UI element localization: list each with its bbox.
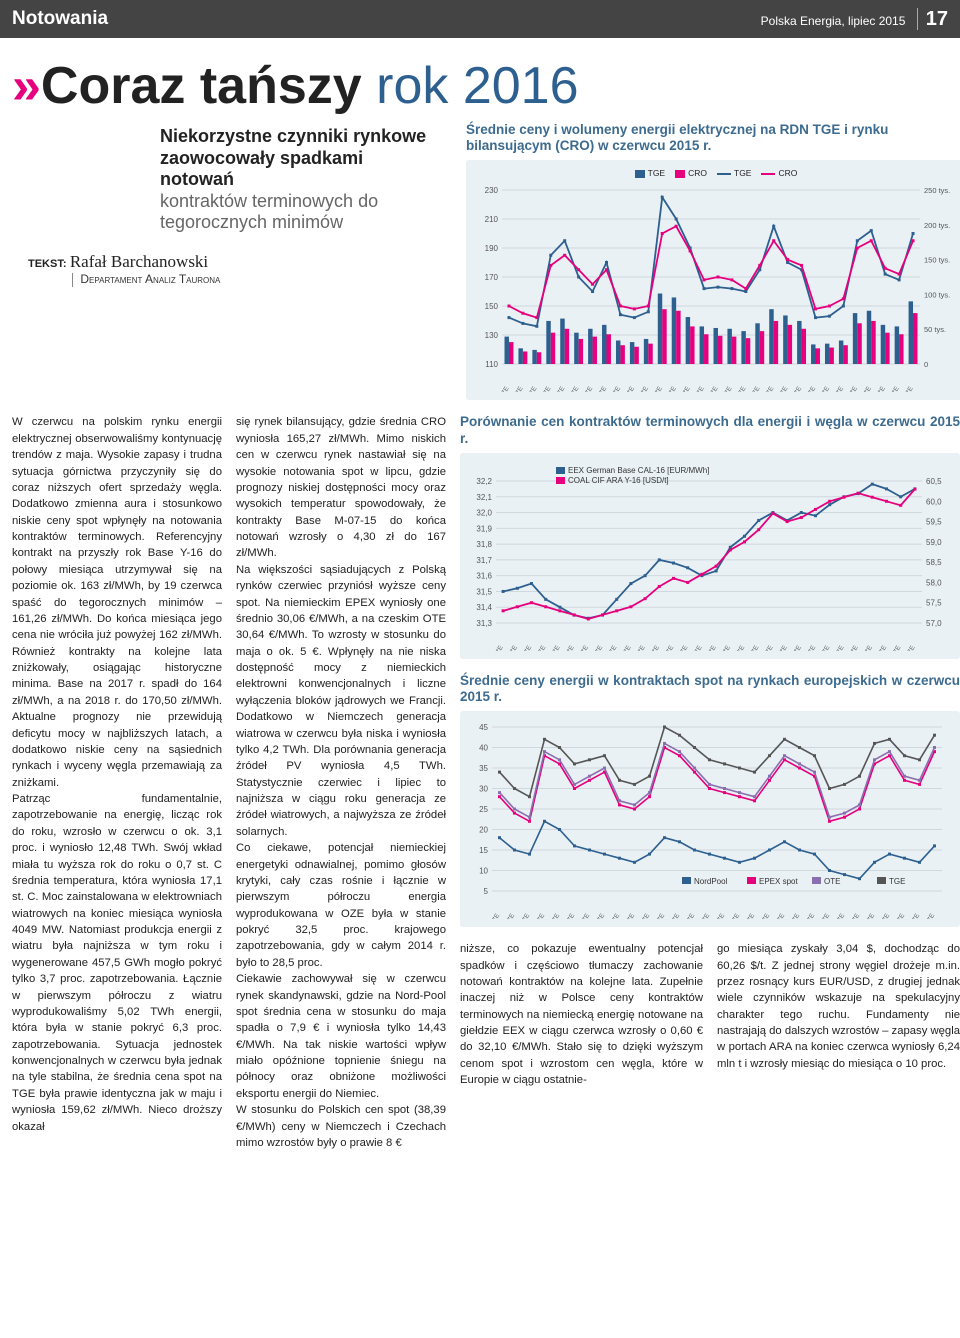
- svg-text:EPEX spot: EPEX spot: [759, 877, 798, 886]
- bottom-col-1: niższe, co pokazuje ewentualny potencjał…: [460, 941, 703, 1088]
- subhead-bold: Niekorzystne czynniki rynkowe zaowocował…: [160, 126, 438, 191]
- svg-text:30: 30: [479, 785, 488, 794]
- svg-text:45: 45: [479, 723, 488, 732]
- svg-text:130: 130: [485, 331, 499, 340]
- svg-text:35: 35: [479, 764, 488, 773]
- svg-text:40: 40: [479, 744, 488, 753]
- svg-text:50 tys.: 50 tys.: [924, 326, 946, 335]
- svg-text:15: 15: [479, 846, 488, 855]
- subhead-light: kontraktów terminowych do tegorocznych m…: [160, 191, 438, 234]
- svg-text:32,2: 32,2: [476, 477, 492, 486]
- svg-text:10: 10: [479, 867, 488, 876]
- svg-text:25: 25: [479, 805, 488, 814]
- svg-text:150 tys.: 150 tys.: [924, 256, 950, 265]
- chart2: 31,3 31,4 31,5 31,6 31,7 31,8 31,9 32,0 32,1 32,2…: [460, 453, 960, 659]
- svg-text:60,0: 60,0: [926, 497, 942, 506]
- svg-text:210: 210: [485, 215, 499, 224]
- chart1: TGECROTGECRO110130150170190210230050 tys…: [466, 160, 960, 400]
- page-number: 17: [917, 8, 948, 30]
- bottom-col-2: go miesiąca zyskały 3,04 $, dochodząc do…: [717, 941, 960, 1088]
- svg-text:20: 20: [479, 826, 488, 835]
- svg-text:58,5: 58,5: [926, 558, 942, 567]
- svg-text:31,9: 31,9: [476, 524, 492, 533]
- section-label: Notowania: [12, 8, 108, 30]
- body-columns: W czerwcu na polskim rynku energii elekt…: [0, 414, 960, 1171]
- svg-text:190: 190: [485, 244, 499, 253]
- body-col-1: W czerwcu na polskim rynku energii elekt…: [12, 414, 222, 1151]
- top-bar: Notowania Polska Energia, lipiec 2015 17: [0, 0, 960, 38]
- chevron-icon: »: [12, 56, 27, 116]
- svg-text:60,5: 60,5: [926, 477, 942, 486]
- svg-text:110: 110: [485, 360, 498, 369]
- svg-text:250 tys.: 250 tys.: [924, 186, 950, 195]
- chart1-title: Średnie ceny i wolumeny energii elektryc…: [466, 122, 960, 154]
- chart3-title: Średnie ceny energii w kontraktach spot …: [460, 673, 960, 705]
- byline-dept: Departament Analiz Taurona: [80, 272, 220, 286]
- svg-text:200 tys.: 200 tys.: [924, 221, 950, 230]
- headline-row: » Coraz tańszy rok 2016: [0, 38, 960, 122]
- svg-text:57,0: 57,0: [926, 619, 942, 628]
- svg-text:31,3: 31,3: [476, 619, 492, 628]
- svg-text:OTE: OTE: [824, 877, 840, 886]
- svg-text:59,5: 59,5: [926, 517, 942, 526]
- svg-text:31,8: 31,8: [476, 540, 492, 549]
- chart3: 510152025303540451 CZE2 CZE3 CZE4 CZE5 C…: [460, 711, 960, 927]
- svg-text:32,1: 32,1: [476, 493, 492, 502]
- svg-text:0: 0: [924, 360, 928, 369]
- headline-light: rok 2016: [362, 57, 579, 115]
- svg-text:230: 230: [485, 186, 499, 195]
- magazine-label: Polska Energia, lipiec 2015: [761, 14, 906, 28]
- svg-text:5: 5: [484, 887, 489, 896]
- headline-bold: Coraz tańszy: [41, 57, 362, 115]
- svg-text:31,4: 31,4: [476, 603, 492, 612]
- byline-author: Rafał Barchanowski: [70, 252, 208, 271]
- svg-text:58,0: 58,0: [926, 578, 942, 587]
- svg-text:170: 170: [485, 273, 499, 282]
- svg-text:150: 150: [485, 302, 499, 311]
- svg-text:57,5: 57,5: [926, 598, 942, 607]
- charts-col: Porównanie cen kontraktów terminowych dl…: [460, 414, 960, 1151]
- subhead: Niekorzystne czynniki rynkowe zaowocował…: [12, 122, 452, 301]
- body-col-2: się rynek bilansujący, gdzie średnia CRO…: [236, 414, 446, 1151]
- svg-text:31,5: 31,5: [476, 587, 492, 596]
- byline-label: TEKST:: [28, 258, 67, 270]
- svg-text:TGE: TGE: [889, 877, 905, 886]
- header-right: Polska Energia, lipiec 2015 17: [761, 8, 948, 31]
- headline: Coraz tańszy rok 2016: [41, 56, 579, 116]
- byline: TEKST: Rafał Barchanowski Departament An…: [28, 252, 438, 287]
- svg-text:31,7: 31,7: [476, 556, 492, 565]
- svg-text:NordPool: NordPool: [694, 877, 728, 886]
- chart2-title: Porównanie cen kontraktów terminowych dl…: [460, 414, 960, 446]
- svg-text:EEX German Base CAL-16 [EUR/MW: EEX German Base CAL-16 [EUR/MWh]: [568, 466, 709, 475]
- svg-text:59,0: 59,0: [926, 538, 942, 547]
- svg-text:31,6: 31,6: [476, 571, 492, 580]
- svg-text:100 tys.: 100 tys.: [924, 291, 950, 300]
- svg-text:COAL CIF ARA Y-16 [USD/t]: COAL CIF ARA Y-16 [USD/t]: [568, 476, 669, 485]
- svg-text:32,0: 32,0: [476, 508, 492, 517]
